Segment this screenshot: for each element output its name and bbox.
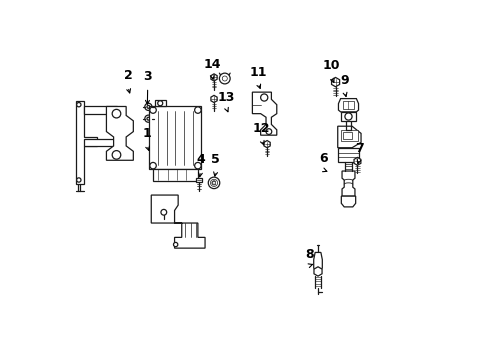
Circle shape: [173, 242, 178, 247]
Polygon shape: [106, 107, 133, 160]
Circle shape: [77, 103, 81, 107]
Circle shape: [144, 103, 152, 111]
Circle shape: [194, 107, 201, 113]
Circle shape: [149, 107, 156, 113]
Text: 10: 10: [322, 59, 339, 72]
Bar: [153, 169, 198, 181]
Polygon shape: [353, 157, 360, 165]
Polygon shape: [264, 140, 270, 148]
Circle shape: [144, 115, 152, 122]
Circle shape: [77, 178, 81, 182]
Circle shape: [344, 113, 351, 120]
Polygon shape: [252, 92, 276, 135]
Text: 6: 6: [319, 152, 327, 165]
Text: 12: 12: [252, 122, 270, 135]
Circle shape: [112, 109, 121, 118]
Circle shape: [210, 179, 217, 186]
Polygon shape: [341, 171, 354, 196]
Text: 5: 5: [211, 153, 220, 166]
Polygon shape: [331, 77, 339, 87]
Bar: [337, 148, 359, 162]
Polygon shape: [83, 107, 117, 114]
Text: 4: 4: [196, 153, 204, 166]
Polygon shape: [313, 267, 322, 276]
Circle shape: [212, 181, 215, 184]
Polygon shape: [337, 126, 360, 148]
Circle shape: [194, 162, 201, 169]
Circle shape: [149, 162, 156, 169]
Polygon shape: [155, 100, 165, 107]
Bar: [196, 178, 202, 182]
Polygon shape: [210, 74, 217, 81]
Text: 11: 11: [249, 66, 266, 78]
Polygon shape: [76, 101, 97, 184]
Circle shape: [158, 101, 163, 106]
Text: 9: 9: [340, 75, 348, 87]
Circle shape: [161, 210, 166, 215]
Bar: [343, 132, 351, 139]
Circle shape: [147, 105, 149, 108]
Polygon shape: [341, 196, 355, 207]
Polygon shape: [313, 252, 322, 270]
Text: 13: 13: [218, 91, 235, 104]
Text: 8: 8: [305, 248, 313, 261]
Polygon shape: [83, 139, 115, 146]
Text: 1: 1: [142, 127, 151, 140]
Text: 14: 14: [203, 58, 221, 71]
Circle shape: [208, 177, 219, 189]
Text: 3: 3: [143, 70, 152, 83]
Polygon shape: [338, 99, 358, 112]
Text: 2: 2: [123, 69, 132, 82]
Polygon shape: [151, 195, 204, 248]
Bar: [343, 102, 353, 109]
Circle shape: [265, 129, 271, 134]
Circle shape: [112, 150, 121, 159]
Text: 7: 7: [354, 141, 363, 154]
Bar: [341, 112, 355, 121]
Polygon shape: [210, 95, 217, 103]
Bar: [149, 107, 201, 169]
Circle shape: [260, 94, 267, 101]
Bar: [340, 130, 357, 140]
Circle shape: [222, 76, 227, 81]
Circle shape: [219, 73, 230, 84]
Circle shape: [147, 117, 149, 120]
